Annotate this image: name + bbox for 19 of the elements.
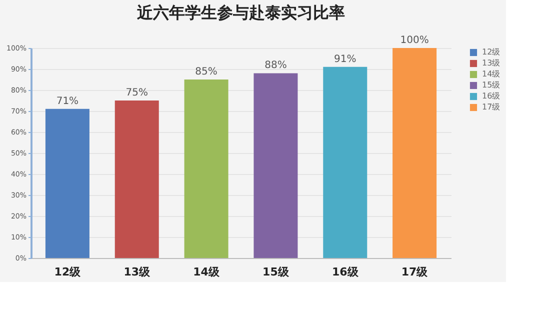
data-label: 88% <box>264 60 287 72</box>
x-tick-label: 14级 <box>193 266 220 278</box>
data-label: 71% <box>56 96 79 107</box>
x-tick-label: 15级 <box>262 266 290 278</box>
data-label: 91% <box>334 54 356 65</box>
x-tick-label: 16级 <box>332 266 360 278</box>
x-tick-label: 17级 <box>401 266 429 278</box>
legend-label: 16级 <box>482 92 500 100</box>
data-label: 100% <box>400 35 429 46</box>
data-label: 75% <box>126 88 148 98</box>
x-tick-label: 12级 <box>54 266 82 278</box>
data-label: 85% <box>195 66 218 78</box>
x-tick-label: 13级 <box>124 266 152 278</box>
legend-label: 13级 <box>482 58 500 68</box>
legend-label: 17级 <box>482 102 500 112</box>
legend-label: 15级 <box>482 80 500 90</box>
legend-label: 12级 <box>482 48 500 56</box>
chart-title: 近六年学生参与赴泰实习比率 <box>136 3 345 22</box>
legend-label: 14级 <box>482 70 500 78</box>
